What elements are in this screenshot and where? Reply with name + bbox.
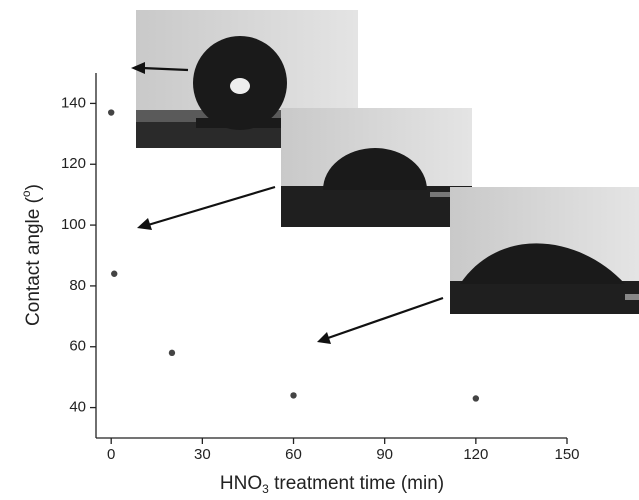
inset-photos (136, 10, 639, 314)
x-tick-label: 120 (463, 446, 488, 463)
point (168, 349, 176, 357)
x-tick-label: 30 (194, 446, 211, 463)
y-tick-label: 100 (61, 216, 86, 233)
x-tick-label: 0 (107, 446, 115, 463)
y-tick-label: 40 (69, 399, 86, 416)
photo-3 (450, 187, 639, 314)
point (472, 395, 480, 402)
x-tick-label: 90 (376, 446, 393, 463)
photo-2 (281, 108, 472, 227)
y-tick-label: 60 (69, 338, 86, 355)
point (107, 109, 115, 116)
y-axis-label: Contact angle (o) (19, 184, 44, 326)
point (111, 270, 118, 277)
y-tick-label: 120 (61, 155, 86, 172)
x-tick-label: 60 (285, 446, 302, 463)
arrows (131, 62, 444, 344)
point (290, 392, 297, 399)
x-axis-label: HNO3 treatment time (min) (220, 473, 444, 496)
y-tick-label: 140 (61, 94, 86, 111)
y-tick-label: 80 (69, 277, 86, 294)
x-tick-label: 150 (554, 446, 579, 463)
